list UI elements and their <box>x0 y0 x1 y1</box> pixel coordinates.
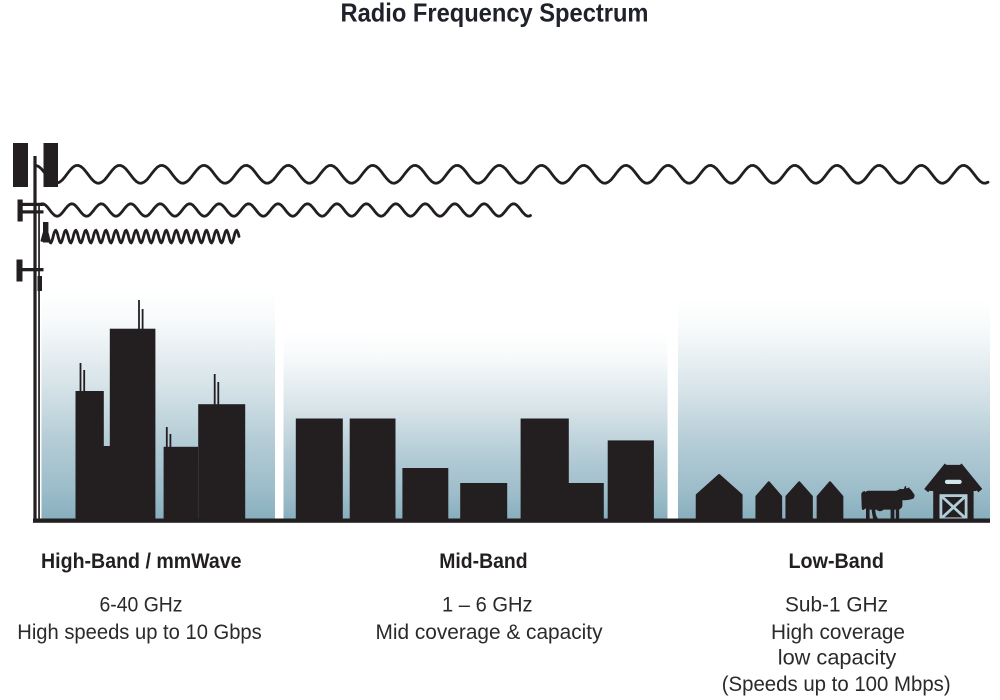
svg-text:High-Band / mmWave: High-Band / mmWave <box>41 550 242 573</box>
svg-text:High coverage: High coverage <box>771 621 905 644</box>
svg-text:Sub-1 GHz: Sub-1 GHz <box>785 594 888 617</box>
svg-text:Low-Band: Low-Band <box>789 550 884 573</box>
svg-text:Mid coverage & capacity: Mid coverage & capacity <box>376 621 603 644</box>
svg-text:Radio Frequency Spectrum: Radio Frequency Spectrum <box>341 0 649 28</box>
svg-text:1 – 6 GHz: 1 – 6 GHz <box>442 594 533 617</box>
svg-text:low capacity: low capacity <box>778 647 897 670</box>
svg-text:6-40 GHz: 6-40 GHz <box>100 594 183 617</box>
svg-text:Mid-Band: Mid-Band <box>439 550 527 573</box>
svg-text:(Speeds up to 100 Mbps): (Speeds up to 100 Mbps) <box>722 673 951 696</box>
svg-text:High speeds up to 10 Gbps: High speeds up to 10 Gbps <box>17 621 262 644</box>
